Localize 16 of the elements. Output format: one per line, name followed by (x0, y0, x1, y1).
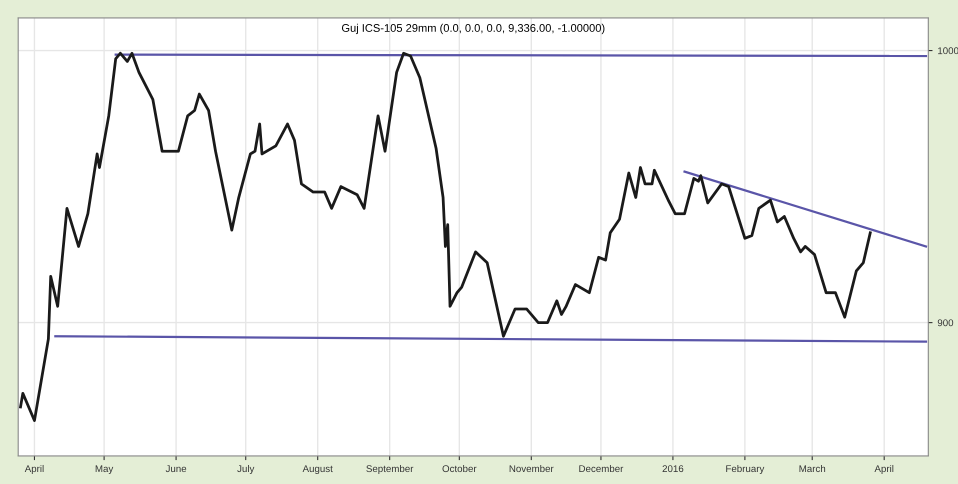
x-tick-label: May (96, 465, 114, 474)
x-tick-label: June (166, 465, 186, 472)
x-tick-label: November (510, 464, 554, 472)
x-tick-label: December (579, 464, 624, 472)
x-tick-label: August (302, 465, 333, 474)
chart-title: Guj ICS-105 29mm (0.0, 0.0, 0.0, 9,336.00, -1.00000) (342, 24, 604, 34)
x-tick-label: March (800, 464, 826, 472)
x-tick-label: February (726, 464, 764, 474)
y-tick-label: 900 (938, 319, 954, 326)
x-tick-label: October (442, 464, 476, 472)
x-tick-label: 2016 (662, 465, 684, 472)
x-tick-label: September (366, 464, 414, 474)
x-tick-label: April (874, 464, 894, 474)
x-tick-label: April (24, 464, 44, 474)
line-series (19, 52, 872, 422)
x-tick-label: July (237, 464, 254, 474)
